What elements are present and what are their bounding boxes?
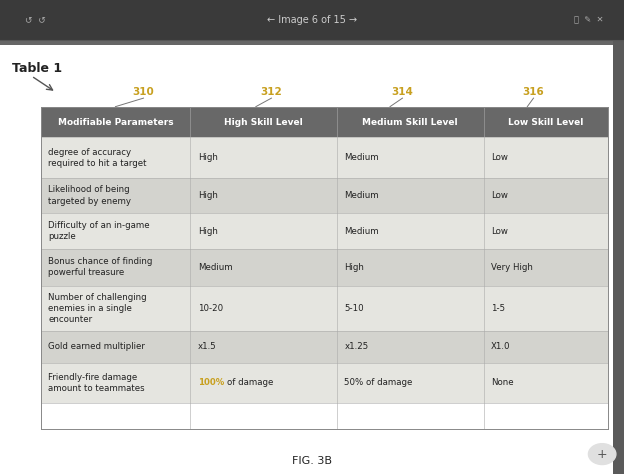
Text: Low Skill Level: Low Skill Level xyxy=(509,118,583,127)
Text: ↺  ↺: ↺ ↺ xyxy=(25,16,46,25)
Text: 50% of damage: 50% of damage xyxy=(344,378,413,387)
Text: High: High xyxy=(198,227,218,236)
Text: 10-20: 10-20 xyxy=(198,304,223,313)
Bar xyxy=(41,137,608,178)
Text: 314: 314 xyxy=(391,87,414,98)
Text: High: High xyxy=(198,153,218,162)
Text: Low: Low xyxy=(491,153,508,162)
Bar xyxy=(41,286,608,331)
Text: FIG. 3B: FIG. 3B xyxy=(292,456,332,466)
Bar xyxy=(41,363,608,403)
Text: ⬜  ✎  ✕: ⬜ ✎ ✕ xyxy=(574,16,603,25)
Text: degree of accuracy
required to hit a target: degree of accuracy required to hit a tar… xyxy=(48,147,147,168)
Text: 1-5: 1-5 xyxy=(491,304,505,313)
Text: x1.5: x1.5 xyxy=(198,342,217,351)
Bar xyxy=(0,0,624,40)
Bar xyxy=(0,40,613,45)
Text: None: None xyxy=(491,378,514,387)
Text: of damage: of damage xyxy=(227,378,273,387)
Text: X1.0: X1.0 xyxy=(491,342,510,351)
Text: Very High: Very High xyxy=(491,263,533,272)
Text: High Skill Level: High Skill Level xyxy=(224,118,303,127)
Text: Bonus chance of finding
powerful treasure: Bonus chance of finding powerful treasur… xyxy=(48,257,152,277)
Text: Low: Low xyxy=(491,227,508,236)
Text: Medium: Medium xyxy=(198,263,232,272)
Bar xyxy=(613,40,624,474)
Text: 100%: 100% xyxy=(198,378,224,387)
Bar xyxy=(41,331,608,363)
Text: 5-10: 5-10 xyxy=(344,304,364,313)
Text: Table 1: Table 1 xyxy=(12,62,62,75)
Bar xyxy=(41,107,608,137)
Text: 310: 310 xyxy=(133,87,154,98)
Text: Medium: Medium xyxy=(344,153,379,162)
Text: Medium: Medium xyxy=(344,191,379,200)
Text: Number of challenging
enemies in a single
encounter: Number of challenging enemies in a singl… xyxy=(48,293,147,324)
Bar xyxy=(41,213,608,249)
Bar xyxy=(41,249,608,286)
Text: Modifiable Parameters: Modifiable Parameters xyxy=(57,118,173,127)
Text: 312: 312 xyxy=(261,87,282,98)
Text: ← Image 6 of 15 →: ← Image 6 of 15 → xyxy=(267,15,357,25)
Text: Likelihood of being
targeted by enemy: Likelihood of being targeted by enemy xyxy=(48,185,131,206)
Text: Gold earned multiplier: Gold earned multiplier xyxy=(48,342,145,351)
Text: Difficulty of an in-game
puzzle: Difficulty of an in-game puzzle xyxy=(48,221,150,241)
Text: +: + xyxy=(597,447,608,461)
Text: Medium: Medium xyxy=(344,227,379,236)
Text: Friendly-fire damage
amount to teammates: Friendly-fire damage amount to teammates xyxy=(48,373,145,393)
Text: High: High xyxy=(198,191,218,200)
Text: High: High xyxy=(344,263,364,272)
Text: Medium Skill Level: Medium Skill Level xyxy=(363,118,458,127)
Circle shape xyxy=(588,444,616,465)
Text: 316: 316 xyxy=(523,87,544,98)
Text: Low: Low xyxy=(491,191,508,200)
Bar xyxy=(41,178,608,213)
Text: x1.25: x1.25 xyxy=(344,342,369,351)
